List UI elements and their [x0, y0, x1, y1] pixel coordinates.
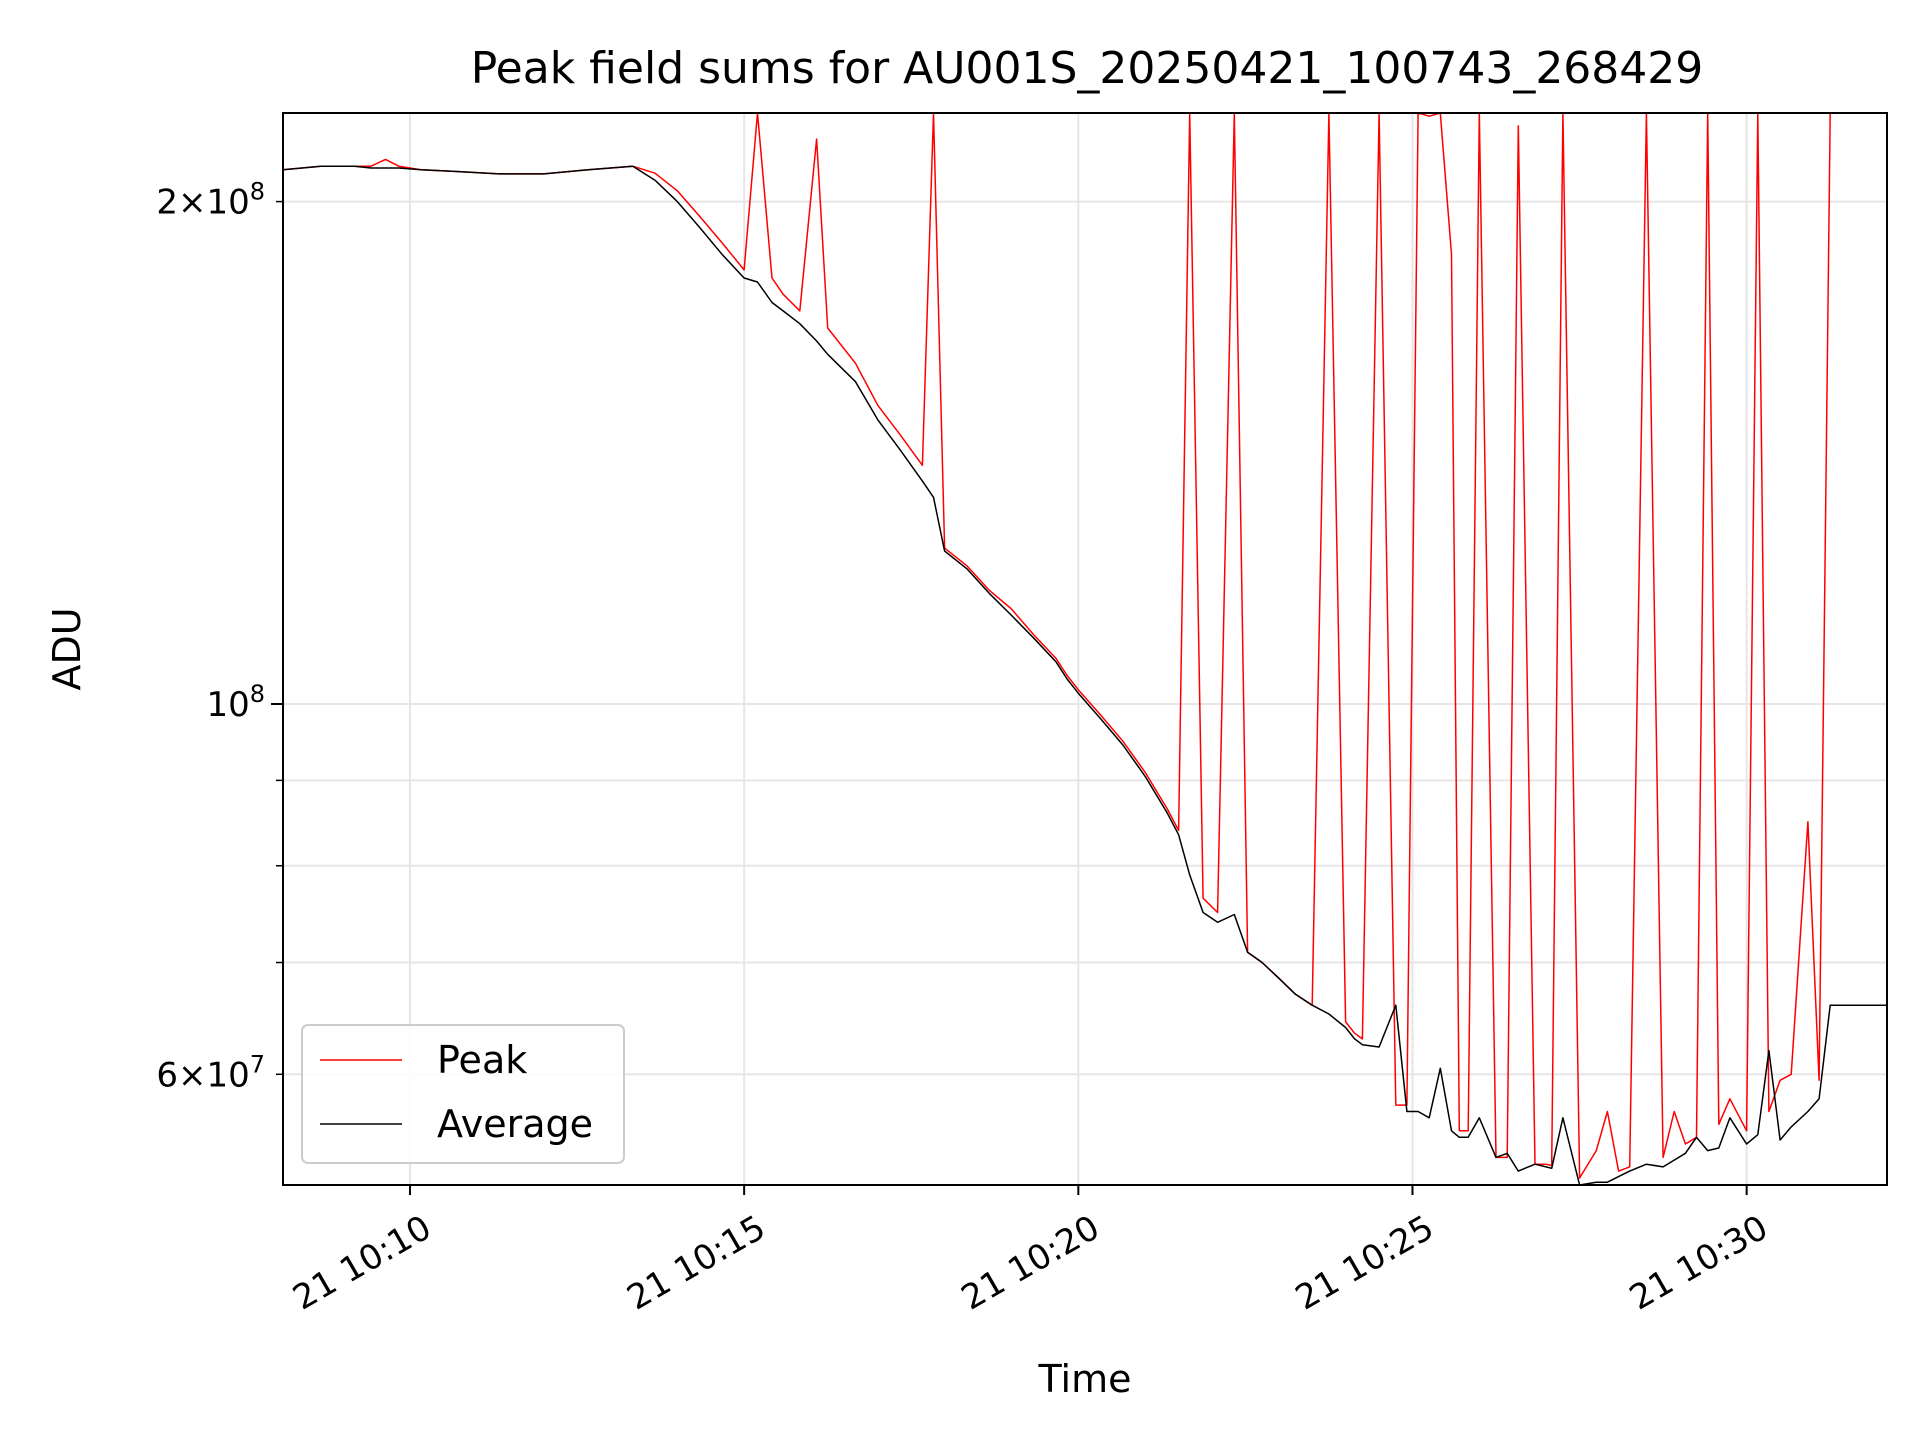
legend-label-peak: Peak [437, 1038, 527, 1082]
y-axis-label: ADU [45, 607, 89, 690]
y-tick-label: 108 [206, 680, 265, 725]
plot-frame [282, 112, 1888, 1186]
y-tick-label: 6×107 [156, 1050, 265, 1095]
y-tick-label: 2×108 [156, 178, 265, 223]
chart-title: Peak field sums for AU001S_20250421_1007… [471, 43, 1704, 94]
legend-label-average: Average [437, 1102, 593, 1146]
series-layer [283, 113, 1887, 1185]
legend: Peak Average [301, 1024, 625, 1164]
series-line-average [283, 165, 1887, 1185]
x-axis-label: Time [1038, 1357, 1132, 1401]
